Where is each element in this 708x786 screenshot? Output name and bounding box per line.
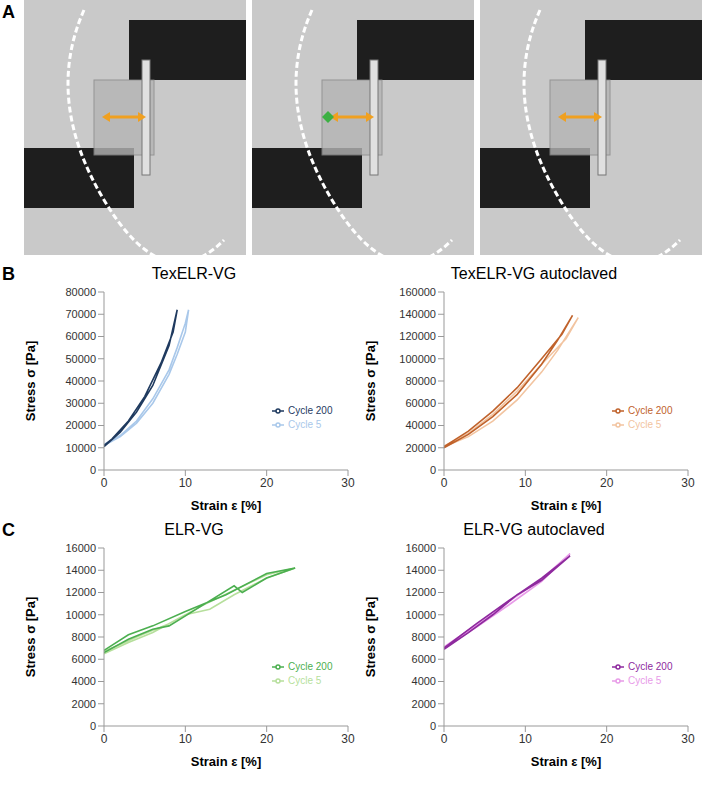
svg-text:10: 10 <box>179 476 193 490</box>
svg-text:2000: 2000 <box>72 698 96 710</box>
svg-text:160000: 160000 <box>399 286 436 298</box>
svg-text:0: 0 <box>441 476 448 490</box>
svg-text:10: 10 <box>179 732 193 746</box>
svg-text:100000: 100000 <box>399 353 436 365</box>
svg-text:Stress σ [Pa]: Stress σ [Pa] <box>364 341 378 421</box>
html-text:Cycle 200: Cycle 200 <box>288 661 333 672</box>
svg-text:30: 30 <box>341 732 355 746</box>
svg-text:10000: 10000 <box>405 609 436 621</box>
svg-text:20000: 20000 <box>405 442 436 454</box>
svg-text:6000: 6000 <box>412 653 436 665</box>
svg-text:20: 20 <box>260 476 274 490</box>
svg-text:Strain ε [%]: Strain ε [%] <box>191 498 261 513</box>
svg-text:0: 0 <box>430 720 436 732</box>
html-text:B: B <box>2 264 15 284</box>
svg-text:14000: 14000 <box>405 564 436 576</box>
html-text:Cycle 5: Cycle 5 <box>288 675 322 686</box>
svg-text:20: 20 <box>600 732 614 746</box>
svg-text:0: 0 <box>101 476 108 490</box>
html-text:Cycle 5: Cycle 5 <box>288 419 322 430</box>
html-text:ELR-VG autoclaved: ELR-VG autoclaved <box>463 521 605 538</box>
html-text:Cycle 5: Cycle 5 <box>628 675 662 686</box>
svg-text:Strain ε [%]: Strain ε [%] <box>191 754 261 769</box>
svg-text:14000: 14000 <box>65 564 96 576</box>
svg-text:30: 30 <box>681 732 695 746</box>
svg-text:60000: 60000 <box>405 397 436 409</box>
svg-text:8000: 8000 <box>412 631 436 643</box>
html-text:Cycle 5: Cycle 5 <box>628 419 662 430</box>
svg-text:30: 30 <box>681 476 695 490</box>
svg-text:12000: 12000 <box>405 586 436 598</box>
html-text:TexELR-VG autoclaved: TexELR-VG autoclaved <box>450 265 618 282</box>
svg-text:0: 0 <box>90 464 96 476</box>
svg-text:20000: 20000 <box>65 419 96 431</box>
svg-text:8000: 8000 <box>72 631 96 643</box>
svg-text:Strain ε [%]: Strain ε [%] <box>531 754 601 769</box>
svg-text:80000: 80000 <box>65 286 96 298</box>
html-text:Cycle 200: Cycle 200 <box>628 661 673 672</box>
html-text:TexELR-VG: TexELR-VG <box>151 265 237 282</box>
svg-text:4000: 4000 <box>72 675 96 687</box>
svg-text:30: 30 <box>341 476 355 490</box>
svg-text:Stress σ [Pa]: Stress σ [Pa] <box>24 341 38 421</box>
svg-text:0: 0 <box>441 732 448 746</box>
svg-text:Stress σ [Pa]: Stress σ [Pa] <box>24 597 38 677</box>
svg-text:16000: 16000 <box>65 542 96 554</box>
svg-text:6000: 6000 <box>72 653 96 665</box>
svg-text:0: 0 <box>90 720 96 732</box>
svg-text:16000: 16000 <box>405 542 436 554</box>
svg-text:Strain ε [%]: Strain ε [%] <box>531 498 601 513</box>
html-text:ELR-VG: ELR-VG <box>164 521 224 538</box>
svg-text:10: 10 <box>519 732 533 746</box>
svg-text:12000: 12000 <box>65 586 96 598</box>
html-text:Cycle 200: Cycle 200 <box>288 405 333 416</box>
svg-text:40000: 40000 <box>405 419 436 431</box>
svg-text:20: 20 <box>600 476 614 490</box>
svg-text:10: 10 <box>519 476 533 490</box>
svg-text:30000: 30000 <box>65 397 96 409</box>
svg-text:80000: 80000 <box>405 375 436 387</box>
svg-text:0: 0 <box>430 464 436 476</box>
svg-text:140000: 140000 <box>399 308 436 320</box>
svg-text:120000: 120000 <box>399 330 436 342</box>
html-text:A: A <box>2 2 15 22</box>
svg-text:10000: 10000 <box>65 609 96 621</box>
svg-text:2000: 2000 <box>412 698 436 710</box>
svg-text:Stress σ [Pa]: Stress σ [Pa] <box>364 597 378 677</box>
svg-text:50000: 50000 <box>65 353 96 365</box>
svg-text:10000: 10000 <box>65 442 96 454</box>
svg-text:0: 0 <box>101 732 108 746</box>
svg-text:20: 20 <box>260 732 274 746</box>
svg-text:40000: 40000 <box>65 375 96 387</box>
svg-text:4000: 4000 <box>412 675 436 687</box>
html-text:Cycle 200: Cycle 200 <box>628 405 673 416</box>
html-text:C: C <box>2 520 15 540</box>
svg-text:70000: 70000 <box>65 308 96 320</box>
svg-text:60000: 60000 <box>65 330 96 342</box>
